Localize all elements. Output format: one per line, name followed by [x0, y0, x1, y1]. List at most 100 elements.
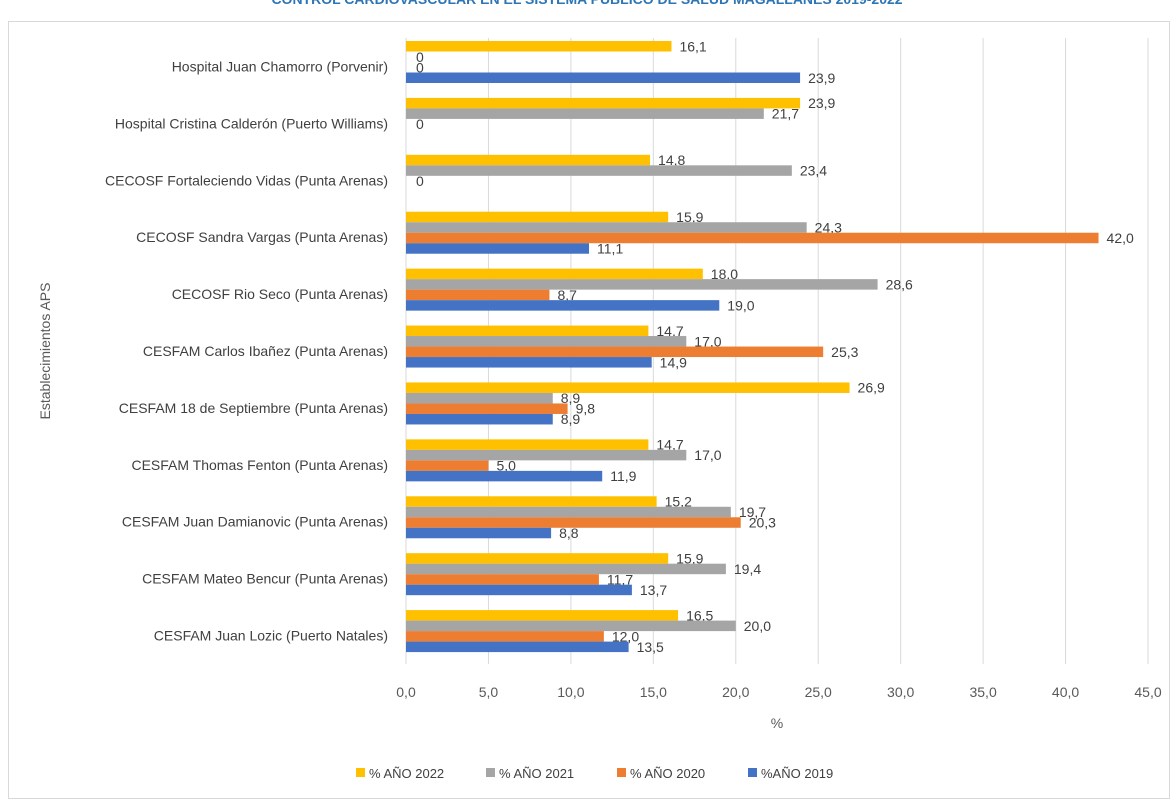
data-label: 14,7 — [656, 323, 683, 339]
bar — [406, 563, 726, 575]
data-label: 26,9 — [858, 380, 885, 396]
data-label: 21,7 — [772, 106, 799, 122]
bar — [406, 97, 801, 109]
data-label: 5,0 — [496, 458, 516, 474]
legend-label: % AÑO 2021 — [499, 766, 574, 781]
legend-label: %AÑO 2019 — [761, 766, 833, 781]
bar — [406, 439, 649, 450]
x-tick-label: 10,0 — [557, 684, 584, 700]
data-label: 8,7 — [557, 287, 577, 303]
data-label: 17,0 — [694, 447, 721, 463]
x-tick-label: 15,0 — [640, 684, 667, 700]
category-label: CECOSF Rio Seco (Punta Arenas) — [172, 286, 388, 302]
data-label: 19,7 — [739, 504, 766, 520]
data-label: 20,0 — [744, 618, 771, 634]
bar — [406, 289, 550, 301]
bar — [406, 222, 807, 233]
legend-swatch — [356, 768, 365, 777]
category-label: CESFAM Thomas Fenton (Punta Arenas) — [131, 457, 388, 473]
data-label: 8,9 — [561, 390, 581, 406]
bar — [406, 517, 741, 528]
data-label: 16,1 — [679, 38, 706, 54]
bar — [406, 165, 792, 176]
data-label: 0 — [416, 116, 424, 132]
bar — [406, 496, 657, 507]
category-label: CESFAM 18 de Septiembre (Punta Arenas) — [119, 400, 388, 416]
data-label: 0 — [416, 173, 424, 189]
data-label: 24,3 — [815, 219, 842, 235]
data-label: 12,0 — [612, 628, 639, 644]
data-label: 16,5 — [686, 607, 713, 623]
bar — [406, 631, 604, 642]
category-label: CECOSF Sandra Vargas (Punta Arenas) — [136, 229, 388, 245]
data-label: 13,5 — [637, 639, 664, 655]
data-label: 14,9 — [660, 354, 687, 370]
data-label: 17,0 — [694, 333, 721, 349]
category-label: Hospital Juan Chamorro (Porvenir) — [172, 58, 388, 74]
data-label: 19,0 — [727, 297, 754, 313]
bar — [406, 449, 687, 461]
bar — [406, 403, 568, 414]
data-label: 23,9 — [808, 95, 835, 111]
chart-area — [8, 21, 1170, 799]
legend-label: % AÑO 2022 — [369, 766, 444, 781]
x-tick-label: 0,0 — [396, 684, 416, 700]
legend-swatch — [748, 768, 757, 777]
data-label: 9,8 — [576, 401, 596, 417]
bar — [406, 154, 651, 166]
data-label: 13,7 — [640, 582, 667, 598]
bar — [406, 610, 679, 621]
data-label: 15,9 — [676, 209, 703, 225]
data-label: 42,0 — [1107, 230, 1134, 246]
bar — [406, 382, 850, 393]
x-tick-label: 25,0 — [805, 684, 832, 700]
bar — [406, 41, 672, 52]
y-axis-title: Establecimientos APS — [37, 283, 53, 420]
x-axis-title: % — [771, 715, 783, 731]
bar — [406, 279, 878, 290]
category-label: CESFAM Juan Lozic (Puerto Natales) — [154, 628, 388, 644]
bar — [406, 72, 801, 83]
bar — [406, 413, 553, 425]
data-label: 0 — [416, 49, 424, 65]
category-label: CESFAM Juan Damianovic (Punta Arenas) — [122, 514, 388, 530]
bar — [406, 357, 652, 368]
data-label: 8,9 — [561, 411, 581, 427]
data-label: 18,0 — [711, 266, 738, 282]
bar — [406, 470, 603, 482]
legend-swatch — [486, 768, 495, 777]
bar — [406, 574, 599, 585]
bar — [406, 553, 669, 564]
data-label: 11,7 — [607, 571, 633, 587]
bar — [406, 527, 552, 539]
bar — [406, 268, 703, 280]
data-label: 20,3 — [749, 515, 776, 531]
data-label: 28,6 — [886, 276, 913, 292]
category-label: CESFAM Mateo Bencur (Punta Arenas) — [142, 571, 388, 587]
bar — [406, 346, 824, 358]
bar — [406, 460, 489, 471]
data-label: 25,3 — [831, 344, 858, 360]
bar — [406, 211, 669, 223]
bar — [406, 325, 649, 337]
bar — [406, 620, 736, 632]
bar — [406, 243, 590, 254]
bar — [406, 641, 629, 653]
bar — [406, 336, 687, 347]
data-label: 0 — [416, 59, 424, 75]
bar — [406, 108, 764, 119]
category-label: CESFAM Carlos Ibañez (Punta Arenas) — [143, 343, 388, 359]
bar — [406, 300, 720, 311]
data-label: 15,9 — [676, 550, 703, 566]
data-label: 11,9 — [610, 468, 636, 484]
data-label: 14,8 — [658, 152, 685, 168]
data-label: 11,1 — [597, 240, 623, 256]
category-label: Hospital Cristina Calderón (Puerto Willi… — [115, 115, 388, 131]
x-tick-label: 40,0 — [1052, 684, 1079, 700]
data-label: 15,2 — [665, 494, 692, 510]
bar — [406, 584, 632, 596]
x-tick-label: 45,0 — [1134, 684, 1161, 700]
x-tick-label: 30,0 — [887, 684, 914, 700]
data-label: 19,4 — [734, 561, 761, 577]
